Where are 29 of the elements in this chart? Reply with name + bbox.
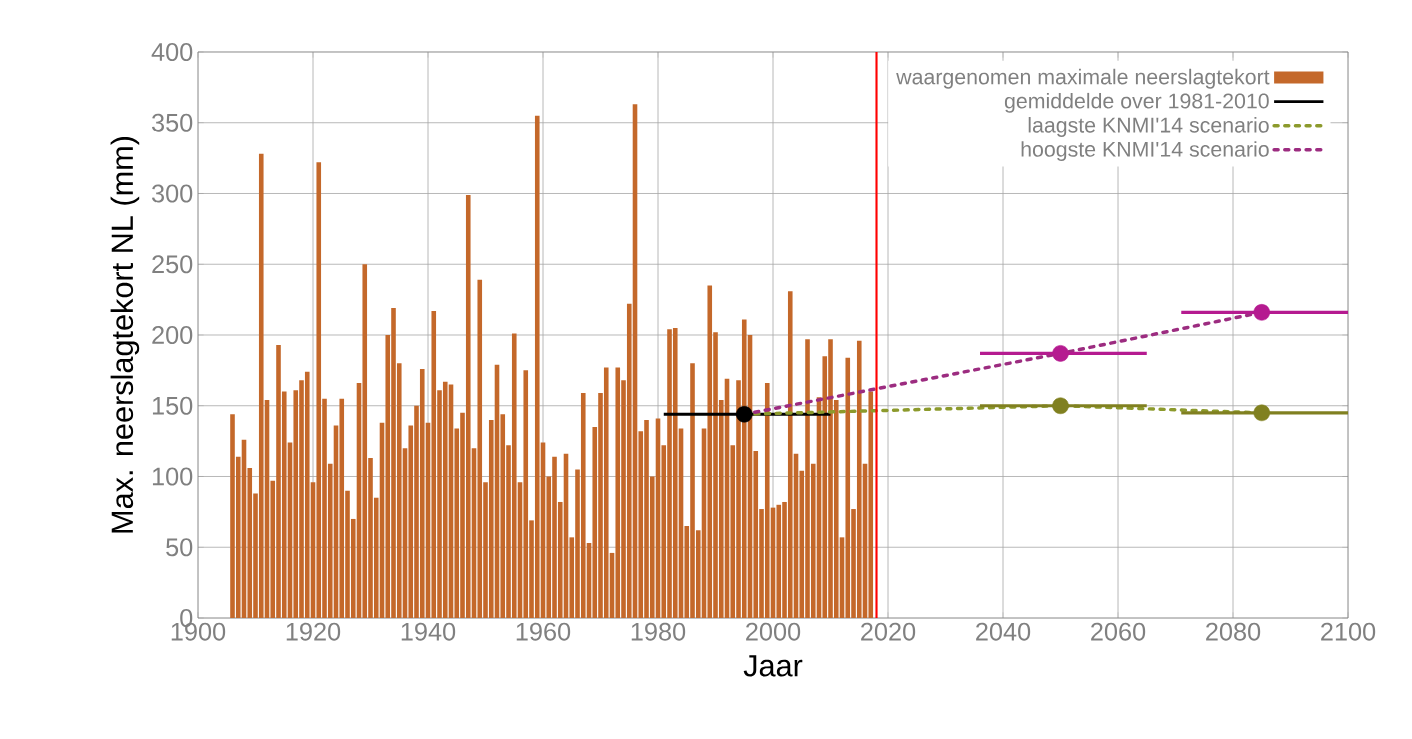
x-tick-label: 2000	[746, 622, 801, 641]
y-tick-label: 100	[152, 467, 193, 486]
x-tick-label: 2060	[1091, 622, 1146, 641]
point	[1253, 304, 1271, 321]
y-axis-title: Max. neerslagtekort NL (mm)	[110, 136, 140, 533]
point	[1253, 404, 1271, 422]
point	[735, 405, 753, 423]
y-tick-label: 300	[151, 184, 193, 203]
legend-label: waargenomen maximale neerslagtekort	[896, 68, 1270, 89]
y-tick-label: 200	[152, 326, 193, 344]
legend-label: laagste KNMI'14 scenario	[1028, 117, 1269, 137]
x-axis-title: Jaar	[743, 655, 803, 677]
point	[1052, 345, 1069, 362]
x-tick-label: 2080	[1206, 622, 1261, 641]
x-tick-label: 1980	[631, 622, 686, 641]
x-tick-label: 1960	[516, 622, 571, 641]
y-tick-label: 350	[151, 113, 193, 132]
y-tick-label: 250	[152, 255, 193, 274]
y-tick-label: 400	[151, 43, 193, 61]
x-tick-label: 2100	[1321, 622, 1376, 641]
x-tick-label: 2040	[976, 622, 1031, 641]
x-tick-label: 1940	[401, 622, 456, 641]
x-tick-label: 2020	[861, 622, 916, 641]
x-tick-label: 1920	[286, 622, 341, 641]
point	[1052, 397, 1069, 415]
legend-label: hoogste KNMI'14 scenario	[1021, 141, 1269, 162]
legend-label: gemiddelde over 1981-2010	[1004, 92, 1269, 113]
y-tick-label: 50	[166, 538, 193, 557]
y-tick-label: 150	[152, 396, 193, 415]
